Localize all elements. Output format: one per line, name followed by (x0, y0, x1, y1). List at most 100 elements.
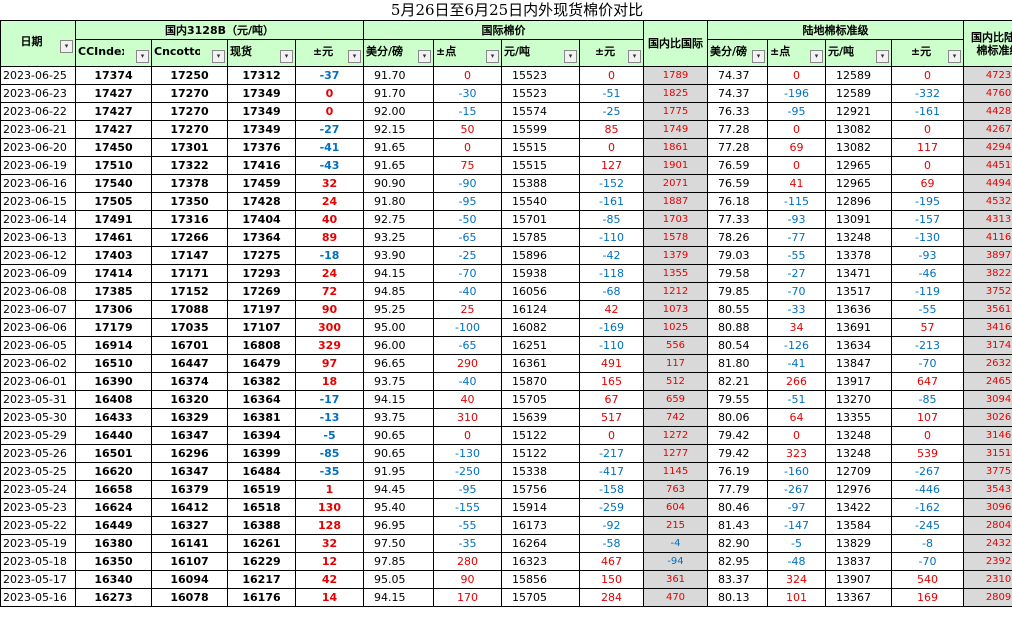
cell-upland-yuan-change[interactable]: 117 (891, 138, 964, 157)
cell-intl-yuan-change[interactable]: 284 (579, 588, 644, 607)
cell-ccindex[interactable]: 17306 (75, 300, 152, 319)
cell-upland-yuan-change[interactable]: -85 (891, 390, 964, 409)
cell-upland-yuan[interactable]: 13907 (825, 570, 892, 589)
cell-intl-yuan[interactable]: 15388 (501, 174, 580, 193)
cell-upland-cents[interactable]: 77.28 (707, 138, 768, 157)
cell-intl-yuan[interactable]: 16124 (501, 300, 580, 319)
cell-intl-cents[interactable]: 91.80 (363, 192, 434, 211)
cell-upland-cents[interactable]: 76.33 (707, 102, 768, 121)
cell-upland-points-change[interactable]: -77 (767, 228, 826, 247)
cell-date[interactable]: 2023-06-16 (0, 174, 76, 193)
cell-intl-points-change[interactable]: -25 (433, 246, 502, 265)
cell-domestic-vs-upland[interactable]: 4494 (962, 174, 1012, 193)
cell-ccindex[interactable]: 17450 (75, 138, 152, 157)
cell-domestic-vs-upland[interactable]: 2432 (962, 534, 1012, 553)
cell-intl-yuan-change[interactable]: -161 (579, 192, 644, 211)
cell-upland-cents[interactable]: 79.55 (707, 390, 768, 409)
cell-domestic-vs-upland[interactable]: 3026 (962, 408, 1012, 427)
cell-ccindex[interactable]: 17427 (75, 120, 152, 139)
cell-ccindex[interactable]: 17540 (75, 174, 152, 193)
cell-spot[interactable]: 17459 (227, 174, 296, 193)
cell-intl-cents[interactable]: 92.75 (363, 210, 434, 229)
filter-dropdown-icon[interactable]: ▾ (280, 49, 293, 63)
cell-upland-points-change[interactable]: -27 (767, 264, 826, 283)
cell-upland-points-change[interactable]: -5 (767, 534, 826, 553)
cell-date[interactable]: 2023-05-26 (0, 444, 76, 463)
cell-cncotton[interactable]: 16347 (151, 462, 228, 481)
cell-upland-cents[interactable]: 77.33 (707, 210, 768, 229)
cell-date[interactable]: 2023-06-01 (0, 372, 76, 391)
cell-intl-yuan[interactable]: 16173 (501, 516, 580, 535)
cell-intl-yuan[interactable]: 16082 (501, 318, 580, 337)
cell-intl-points-change[interactable]: 75 (433, 156, 502, 175)
cell-upland-cents[interactable]: 83.37 (707, 570, 768, 589)
cell-upland-yuan[interactable]: 12589 (825, 66, 892, 85)
cell-intl-points-change[interactable]: -95 (433, 480, 502, 499)
cell-upland-yuan[interactable]: 12965 (825, 156, 892, 175)
cell-upland-points-change[interactable]: -147 (767, 516, 826, 535)
cell-upland-cents[interactable]: 74.37 (707, 66, 768, 85)
cell-cncotton[interactable]: 17152 (151, 282, 228, 301)
cell-intl-cents[interactable]: 93.75 (363, 408, 434, 427)
cell-intl-yuan[interactable]: 15785 (501, 228, 580, 247)
cell-ccindex[interactable]: 17427 (75, 84, 152, 103)
cell-intl-cents[interactable]: 91.95 (363, 462, 434, 481)
cell-intl-cents[interactable]: 95.05 (363, 570, 434, 589)
cell-intl-yuan[interactable]: 16251 (501, 336, 580, 355)
cell-intl-yuan[interactable]: 15599 (501, 120, 580, 139)
cell-spot-change[interactable]: -85 (295, 444, 364, 463)
cell-cncotton[interactable]: 17270 (151, 84, 228, 103)
cell-intl-yuan[interactable]: 16323 (501, 552, 580, 571)
cell-spot[interactable]: 16399 (227, 444, 296, 463)
cell-intl-yuan[interactable]: 15515 (501, 156, 580, 175)
cell-intl-points-change[interactable]: -65 (433, 228, 502, 247)
cell-intl-yuan-change[interactable]: -118 (579, 264, 644, 283)
cell-cncotton[interactable]: 17350 (151, 192, 228, 211)
cell-date[interactable]: 2023-06-22 (0, 102, 76, 121)
cell-domestic-vs-intl[interactable]: 2071 (643, 174, 708, 193)
cell-domestic-vs-intl[interactable]: 1789 (643, 66, 708, 85)
cell-upland-points-change[interactable]: 266 (767, 372, 826, 391)
cell-upland-points-change[interactable]: -41 (767, 354, 826, 373)
cell-upland-yuan-change[interactable]: 540 (891, 570, 964, 589)
cell-upland-yuan-change[interactable]: 647 (891, 372, 964, 391)
cell-intl-yuan-change[interactable]: -85 (579, 210, 644, 229)
cell-intl-points-change[interactable]: 25 (433, 300, 502, 319)
header-intl-cents-per-lb[interactable]: 美分/磅 ▾ (363, 39, 434, 67)
cell-upland-points-change[interactable]: -97 (767, 498, 826, 517)
cell-upland-yuan-change[interactable]: -93 (891, 246, 964, 265)
cell-spot-change[interactable]: -37 (295, 66, 364, 85)
cell-intl-cents[interactable]: 94.45 (363, 480, 434, 499)
cell-intl-cents[interactable]: 95.00 (363, 318, 434, 337)
cell-domestic-vs-intl[interactable]: 1355 (643, 264, 708, 283)
cell-upland-points-change[interactable]: -55 (767, 246, 826, 265)
cell-intl-points-change[interactable]: -70 (433, 264, 502, 283)
cell-domestic-vs-intl[interactable]: 1073 (643, 300, 708, 319)
cell-spot-change[interactable]: 300 (295, 318, 364, 337)
cell-intl-yuan[interactable]: 15856 (501, 570, 580, 589)
cell-domestic-vs-intl[interactable]: 1379 (643, 246, 708, 265)
cell-spot-change[interactable]: 90 (295, 300, 364, 319)
cell-upland-yuan[interactable]: 13584 (825, 516, 892, 535)
cell-upland-yuan-change[interactable]: 107 (891, 408, 964, 427)
header-upland-points-change[interactable]: ±点 ▾ (767, 39, 826, 67)
cell-domestic-vs-upland[interactable]: 4116 (962, 228, 1012, 247)
cell-upland-yuan[interactable]: 13837 (825, 552, 892, 571)
cell-spot[interactable]: 17349 (227, 120, 296, 139)
cell-intl-yuan-change[interactable]: 467 (579, 552, 644, 571)
cell-intl-yuan[interactable]: 15122 (501, 444, 580, 463)
cell-intl-yuan-change[interactable]: 165 (579, 372, 644, 391)
header-intl-yuan-per-ton[interactable]: 元/吨 ▾ (501, 39, 580, 67)
cell-upland-points-change[interactable]: -51 (767, 390, 826, 409)
cell-upland-yuan-change[interactable]: -55 (891, 300, 964, 319)
cell-intl-yuan[interactable]: 15515 (501, 138, 580, 157)
cell-upland-yuan-change[interactable]: -213 (891, 336, 964, 355)
cell-spot[interactable]: 16808 (227, 336, 296, 355)
cell-intl-yuan[interactable]: 15938 (501, 264, 580, 283)
cell-domestic-vs-upland[interactable]: 3174 (962, 336, 1012, 355)
cell-ccindex[interactable]: 16273 (75, 588, 152, 607)
cell-intl-yuan-change[interactable]: -259 (579, 498, 644, 517)
cell-upland-points-change[interactable]: -115 (767, 192, 826, 211)
header-spot[interactable]: 现货 ▾ (227, 39, 296, 67)
cell-upland-cents[interactable]: 80.13 (707, 588, 768, 607)
